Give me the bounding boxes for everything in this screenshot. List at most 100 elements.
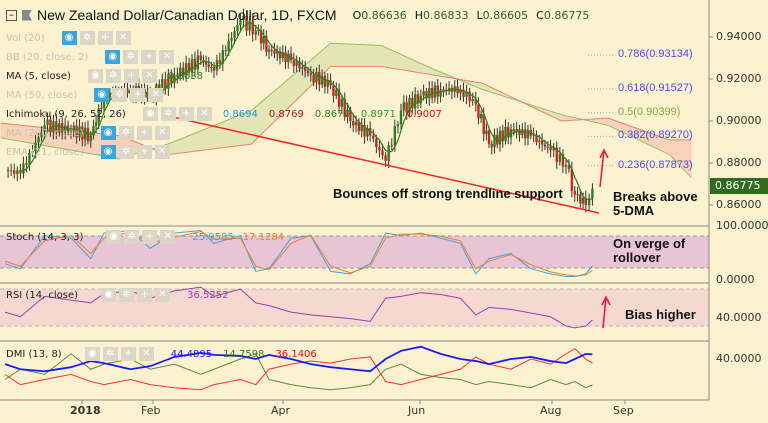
close-icon[interactable]: ✕ <box>138 347 154 361</box>
symbol-title[interactable]: New Zealand Dollar/Canadian Dollar, 1D, … <box>37 7 337 23</box>
gear-icon[interactable]: ✲ <box>112 88 128 102</box>
rsi-arrow <box>602 296 607 329</box>
candle <box>501 130 504 142</box>
candle <box>265 36 268 52</box>
fib-label: 0.618(0.91527) <box>618 81 693 94</box>
candle <box>306 70 310 74</box>
plus-icon[interactable]: + <box>137 288 153 302</box>
eye-icon[interactable]: ◉ <box>94 88 110 102</box>
close-icon[interactable]: ✕ <box>196 107 212 121</box>
gear-icon[interactable]: ✲ <box>102 347 118 361</box>
indicator-legend-row[interactable]: Vol (20) ◉ ✲ + ✕ <box>6 31 131 45</box>
indicator-legend-row[interactable]: BB (20, close, 2) ◉ ✲ + ✕ <box>6 50 175 64</box>
close-icon[interactable]: ✕ <box>154 145 170 159</box>
gear-icon[interactable]: ✲ <box>105 69 121 83</box>
eye-icon[interactable]: ◉ <box>87 69 103 83</box>
indicator-legend-row[interactable]: MA (50, close) ◉ ✲ + ✕ <box>6 88 164 102</box>
close-icon[interactable]: ✕ <box>148 88 164 102</box>
plus-icon[interactable]: + <box>130 88 146 102</box>
annotation-stoch: On verge of rollover <box>613 236 686 265</box>
gear-icon[interactable]: ✲ <box>119 288 135 302</box>
plus-icon[interactable]: + <box>120 347 136 361</box>
plus-icon[interactable]: + <box>136 126 152 140</box>
ichimoku-cloud-segment <box>381 45 432 75</box>
candle <box>75 125 78 138</box>
candle <box>372 135 375 139</box>
plus-icon[interactable]: + <box>136 145 152 159</box>
eye-icon[interactable]: ◉ <box>101 288 117 302</box>
close-icon[interactable]: ✕ <box>155 288 171 302</box>
indicator-legend-row[interactable]: EMA (21, close) ◉ ✲ + ✕ <box>6 145 170 159</box>
plus-icon[interactable]: + <box>123 69 139 83</box>
flag-icon[interactable] <box>22 9 32 21</box>
candle <box>402 102 406 111</box>
plus-icon[interactable]: + <box>142 230 158 244</box>
candle <box>523 129 527 139</box>
candle <box>176 74 179 77</box>
price-axis-label: 0.90000 <box>716 114 762 127</box>
candle <box>485 130 488 135</box>
candle <box>436 85 439 97</box>
candle <box>408 97 411 113</box>
time-axis-label: 2018 <box>70 404 101 417</box>
candle <box>273 50 276 54</box>
plus-icon[interactable]: + <box>97 31 113 45</box>
gear-icon[interactable]: ✲ <box>160 107 176 121</box>
eye-icon[interactable]: ◉ <box>100 145 116 159</box>
indicator-name[interactable]: Vol (20) <box>6 32 45 44</box>
candle <box>390 145 393 147</box>
eye-icon[interactable]: ◉ <box>106 230 122 244</box>
candle <box>43 125 46 133</box>
indicator-name[interactable]: Ichimoku (9, 26, 52, 26) <box>6 108 126 120</box>
close-icon[interactable]: ✕ <box>154 126 170 140</box>
chart-title: − New Zealand Dollar/Canadian Dollar, 1D… <box>6 7 337 23</box>
candle <box>40 132 43 138</box>
eye-icon[interactable]: ◉ <box>61 31 77 45</box>
plus-icon[interactable]: + <box>141 50 157 64</box>
indicator-legend-row[interactable]: Ichimoku (9, 26, 52, 26) ◉ ✲ + ✕ 0.8694 0.8769… <box>6 107 442 121</box>
candle <box>259 29 263 44</box>
gear-icon[interactable]: ✲ <box>118 126 134 140</box>
candle <box>462 89 465 97</box>
candle <box>224 50 227 52</box>
candle <box>100 107 103 109</box>
candle <box>227 40 230 51</box>
candle <box>236 25 239 32</box>
plus-di-line <box>4 353 593 391</box>
candle <box>343 99 346 118</box>
gear-icon[interactable]: ✲ <box>79 31 95 45</box>
candle <box>584 197 587 205</box>
candle <box>326 80 329 87</box>
candle <box>498 130 502 145</box>
gear-icon[interactable]: ✲ <box>118 145 134 159</box>
candle <box>233 31 236 39</box>
gear-icon[interactable]: ✲ <box>123 50 139 64</box>
close-icon[interactable]: ✕ <box>160 230 176 244</box>
candle <box>210 66 213 68</box>
indicator-name[interactable]: MA (50, close) <box>6 89 78 101</box>
indicator-name[interactable]: MA (5, close) <box>6 70 71 82</box>
candle <box>315 71 318 83</box>
gear-icon[interactable]: ✲ <box>124 230 140 244</box>
plus-icon[interactable]: + <box>178 107 194 121</box>
collapse-icon[interactable]: − <box>6 9 17 21</box>
candle <box>193 59 197 70</box>
fib-label: 0.382(0.89270) <box>618 129 693 142</box>
indicator-legend-row[interactable]: MA (200, close) ◉ ✲ + ✕ <box>6 126 170 140</box>
indicator-name[interactable]: MA (200, close) <box>6 127 84 139</box>
eye-icon[interactable]: ◉ <box>84 347 100 361</box>
indicator-name[interactable]: EMA (21, close) <box>6 146 84 158</box>
close-icon[interactable]: ✕ <box>141 69 157 83</box>
candle <box>564 165 568 167</box>
eye-icon[interactable]: ◉ <box>105 50 121 64</box>
close-icon[interactable]: ✕ <box>115 31 131 45</box>
candle <box>482 114 485 135</box>
candle <box>504 126 507 142</box>
close-icon[interactable]: ✕ <box>159 50 175 64</box>
eye-icon[interactable]: ◉ <box>142 107 158 121</box>
candle <box>352 121 355 126</box>
indicator-name[interactable]: BB (20, close, 2) <box>6 51 89 63</box>
indicator-legend-row[interactable]: MA (5, close) ◉ ✲ + ✕ 0.8638 <box>6 69 203 83</box>
eye-icon[interactable]: ◉ <box>100 126 116 140</box>
